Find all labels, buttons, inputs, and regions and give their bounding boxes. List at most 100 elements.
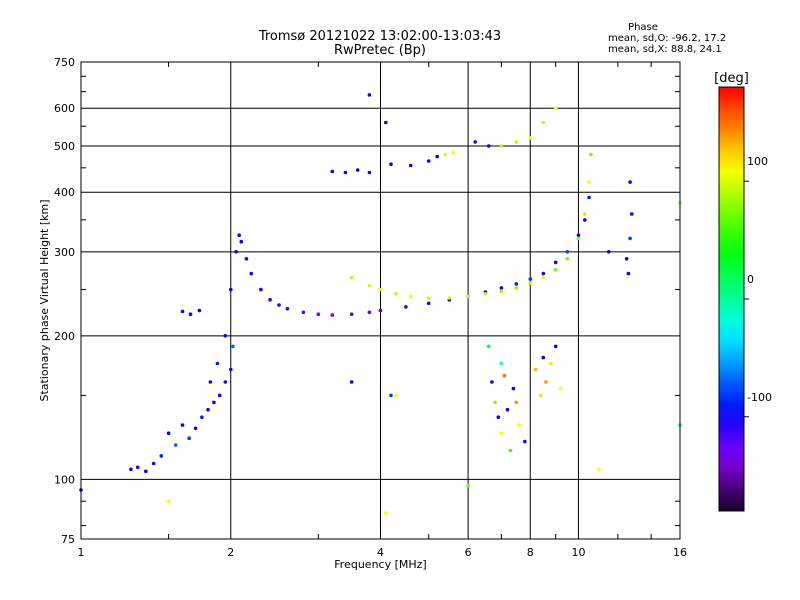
data-point <box>514 286 519 290</box>
colorbar-tick-label: -100 <box>747 391 772 404</box>
data-point <box>505 407 510 412</box>
x-tick-label: 1 <box>78 546 85 559</box>
chart-subtitle: RwPretec (Bp) <box>334 43 426 58</box>
x-axis-label: Frequency [MHz] <box>334 558 426 571</box>
data-point <box>166 431 171 436</box>
data-point <box>597 467 601 472</box>
data-point <box>408 163 413 168</box>
y-tick-label: 400 <box>54 186 75 199</box>
data-point <box>553 344 558 349</box>
colorbar-label: [deg] <box>714 71 749 86</box>
data-point <box>486 144 491 148</box>
data-point <box>628 236 632 241</box>
phase-stats-heading: Phase <box>628 22 658 33</box>
data-point <box>159 454 164 458</box>
data-point <box>180 309 185 314</box>
data-point <box>499 286 504 290</box>
data-point <box>589 152 593 157</box>
data-point <box>541 271 546 276</box>
data-point <box>166 499 171 504</box>
data-point <box>523 439 527 444</box>
data-point <box>229 367 233 372</box>
data-point <box>285 306 290 311</box>
data-point <box>447 296 452 300</box>
data-point <box>367 283 372 288</box>
colorbar-tick-label: 100 <box>747 155 768 168</box>
data-point <box>533 367 538 372</box>
grid-lines <box>80 61 681 540</box>
data-point <box>549 361 553 366</box>
data-point <box>499 431 504 436</box>
data-point <box>583 212 587 216</box>
data-point <box>173 443 178 447</box>
data-point <box>587 195 591 200</box>
data-point <box>394 292 398 296</box>
data-point <box>539 393 543 398</box>
data-point <box>624 257 629 261</box>
data-point <box>188 312 193 317</box>
data-point <box>558 386 563 391</box>
x-tick-label: 10 <box>571 546 585 559</box>
data-point <box>151 461 156 466</box>
data-point <box>330 169 335 174</box>
data-point <box>389 393 393 398</box>
data-point <box>367 310 372 315</box>
data-point <box>496 415 501 420</box>
data-point <box>408 294 413 299</box>
data-point <box>528 277 533 281</box>
data-point <box>239 239 244 244</box>
data-point <box>144 469 148 474</box>
y-axis-label: Stationary phase Virtual Height [km] <box>38 199 51 401</box>
data-point <box>394 393 398 398</box>
data-point <box>378 287 383 292</box>
data-point <box>384 120 388 125</box>
data-point <box>451 150 456 155</box>
data-point <box>587 180 591 184</box>
data-point <box>499 289 504 294</box>
data-point <box>466 294 470 299</box>
data-point <box>180 423 185 427</box>
data-point <box>343 170 348 175</box>
data-point <box>435 154 440 159</box>
data-point <box>493 400 497 405</box>
data-point <box>486 344 491 349</box>
x-tick-label: 6 <box>465 546 472 559</box>
data-point <box>404 305 408 309</box>
data-point <box>129 467 133 472</box>
x-tick-label: 16 <box>673 546 687 559</box>
data-point <box>483 292 488 296</box>
data-point <box>576 236 581 241</box>
data-point <box>378 308 383 313</box>
data-point <box>316 312 321 317</box>
data-point <box>490 380 494 384</box>
data-point <box>576 233 581 237</box>
data-point <box>249 271 254 276</box>
data-point <box>628 180 632 184</box>
data-point <box>541 355 546 360</box>
data-point <box>606 250 611 254</box>
data-point <box>544 380 548 384</box>
data-point <box>215 361 220 366</box>
colorbar-tick-label: 0 <box>747 273 754 286</box>
data-point <box>206 407 210 412</box>
data-point <box>355 168 360 172</box>
data-point <box>565 250 570 254</box>
data-point <box>301 310 306 315</box>
x-tick-label: 4 <box>377 546 384 559</box>
y-tick-label: 500 <box>54 140 75 153</box>
data-point <box>231 344 235 349</box>
data-point <box>426 159 431 163</box>
data-point <box>330 313 335 317</box>
data-point <box>349 380 354 384</box>
data-point <box>349 312 354 317</box>
plot-frame <box>80 61 681 540</box>
data-point <box>508 448 513 453</box>
phase-colorbar: -100 0 100 <box>718 86 772 512</box>
y-tick-label: 100 <box>54 473 75 486</box>
data-point <box>367 93 372 97</box>
chart-title: Tromsø 20121022 13:02:00-13:03:43 <box>258 29 501 44</box>
data-point <box>200 415 204 420</box>
data-point <box>197 308 202 313</box>
y-tick-label: 200 <box>54 330 75 343</box>
